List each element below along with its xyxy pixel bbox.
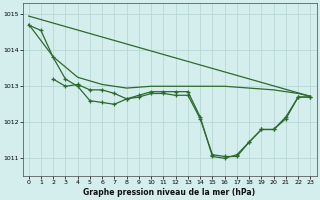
X-axis label: Graphe pression niveau de la mer (hPa): Graphe pression niveau de la mer (hPa) bbox=[84, 188, 256, 197]
